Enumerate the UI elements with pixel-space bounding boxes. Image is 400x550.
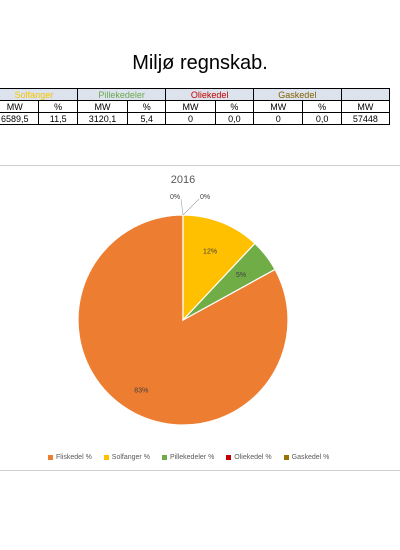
legend-label: Solfanger %: [111, 454, 150, 461]
legend-item-oliekedel: Oliekedel %: [226, 454, 272, 461]
group-header-total: [340, 88, 391, 101]
table-subheader-row: MW % MW % MW % MW % MW: [0, 100, 391, 113]
legend-label: Gaskedel %: [291, 454, 330, 461]
value-cell: 0: [165, 112, 216, 125]
value-cell: 0,0: [214, 112, 254, 125]
energy-table: Solfanger Pillekedeler Oliekedel Gaskede…: [0, 88, 391, 125]
leader-line-oliekedel: [180, 198, 184, 216]
pie-slice-pillekedeler: [182, 242, 276, 321]
group-header-gaskedel: Gaskedel: [252, 88, 342, 101]
chart-bottom-border: [0, 470, 400, 471]
pie-label-pillekedeler: 5%: [236, 272, 246, 279]
chart-top-border: [0, 165, 400, 166]
legend-item-pillekedeler: Pillekedeler %: [161, 454, 215, 461]
legend-swatch: [161, 455, 167, 460]
legend-item-fliskedel: Fliskedel %: [48, 454, 92, 461]
value-cell: 11,5: [38, 112, 78, 125]
leader-line-gaskedel: [182, 198, 200, 216]
table-row: 6589,5 11,5 3120,1 5,4 0 0,0 0 0,0 57448: [0, 112, 391, 125]
value-cell: 0: [252, 112, 304, 125]
value-cell: 57448: [340, 112, 391, 125]
chart-title: 2016: [170, 174, 196, 186]
pie-label-fliskedel: 83%: [134, 387, 148, 394]
legend-swatch: [226, 455, 232, 460]
legend-label: Fliskedel %: [56, 454, 92, 461]
pie-label-solfanger: 12%: [203, 249, 217, 256]
pie-slice-solfanger: [182, 214, 256, 322]
legend-swatch: [283, 455, 289, 460]
legend-item-gaskedel: Gaskedel %: [283, 454, 330, 461]
legend-swatch: [103, 455, 109, 460]
chart-legend: Fliskedel % Solfanger % Pillekedeler % Olie…: [48, 454, 329, 461]
group-header-solfanger: Solfanger: [0, 88, 78, 101]
legend-label: Pillekedeler %: [169, 454, 215, 461]
legend-item-solfanger: Solfanger %: [103, 454, 150, 461]
page-title: Miljø regnskab.: [132, 52, 268, 74]
pie-label-gaskedel: 0%: [200, 194, 210, 201]
value-cell: 3120,1: [76, 112, 129, 125]
legend-swatch: [48, 455, 53, 460]
value-cell: 5,4: [127, 112, 167, 125]
pie-label-oliekedel: 0%: [170, 194, 180, 201]
legend-label: Oliekedel %: [234, 454, 272, 461]
